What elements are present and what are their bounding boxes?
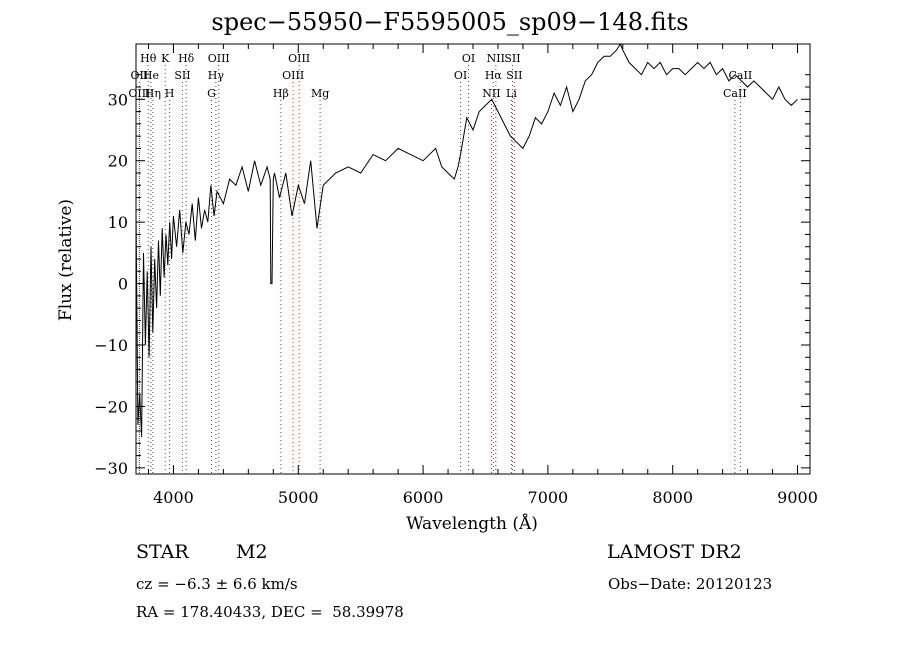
y-axis-label: Flux (relative) <box>56 199 76 321</box>
plot-frame <box>135 43 811 475</box>
x-tick-label: 5000 <box>278 488 319 507</box>
y-tick-label: 10 <box>108 213 128 232</box>
line-marker-label: G <box>207 87 216 100</box>
line-marker-label: SII <box>504 52 520 65</box>
coordinates: RA = 178.40433, DEC = 58.39978 <box>136 603 404 621</box>
x-tick-label: 8000 <box>652 488 693 507</box>
line-marker-label: NII <box>482 87 500 100</box>
line-marker-label: Hη <box>145 87 161 100</box>
observation-date: Obs−Date: 20120123 <box>608 575 773 593</box>
x-tick-label: 6000 <box>403 488 444 507</box>
y-tick-label: −10 <box>94 336 128 355</box>
line-marker-label: OIII <box>282 69 304 82</box>
y-axis-ticks: −30 −20 −10 0 10 20 30 <box>94 74 810 478</box>
line-marker-label: OIII <box>288 52 310 65</box>
x-tick-label: 4000 <box>153 488 194 507</box>
redshift-cz: cz = −6.3 ± 6.6 km/s <box>136 575 298 593</box>
line-marker-label: OIII <box>208 52 230 65</box>
chart-title: spec−55950−F5595005_sp09−148.fits <box>211 8 689 36</box>
line-marker-label: CaII <box>729 69 753 82</box>
x-axis-label: Wavelength (Å) <box>406 513 538 534</box>
subclass: M2 <box>236 541 268 563</box>
y-tick-label: 30 <box>108 90 128 109</box>
line-marker-label: OI <box>454 69 467 82</box>
line-marker-label: SII <box>174 69 190 82</box>
line-marker-label: SII <box>506 69 522 82</box>
line-marker-label: He <box>143 69 159 82</box>
line-marker-label: Hα <box>485 69 503 82</box>
line-marker-label: K <box>161 52 170 65</box>
y-tick-label: 0 <box>118 275 128 294</box>
line-marker-label: Mg <box>311 87 329 100</box>
line-marker-label: Hδ <box>178 52 195 65</box>
x-tick-label: 7000 <box>528 488 569 507</box>
line-marker-label: OII <box>131 69 149 82</box>
x-axis-ticks: 4000 5000 6000 7000 8000 9000 <box>147 44 818 507</box>
line-marker-label: Hθ <box>140 52 157 65</box>
line-marker-label: CaII <box>723 87 747 100</box>
x-tick-label: 9000 <box>777 488 818 507</box>
survey-name: LAMOST DR2 <box>607 541 742 563</box>
object-type: STAR <box>136 541 189 563</box>
line-marker-label: OI <box>462 52 475 65</box>
line-marker-label: Hβ <box>273 87 289 100</box>
spectrum-line <box>135 42 798 438</box>
line-marker-label: Li <box>506 87 517 100</box>
line-marker-label: NII <box>487 52 505 65</box>
line-marker-label: OIII <box>128 87 150 100</box>
y-tick-label: 20 <box>108 152 128 171</box>
line-markers: Hθ OII OIII He Hη K H SII Hδ OIII Hγ G Hβ OIII OIII Mg O… <box>128 52 752 474</box>
y-tick-label: −20 <box>94 397 128 416</box>
line-marker-label: Hγ <box>208 69 225 82</box>
y-tick-label: −30 <box>94 459 128 478</box>
line-marker-label: H <box>165 87 175 100</box>
